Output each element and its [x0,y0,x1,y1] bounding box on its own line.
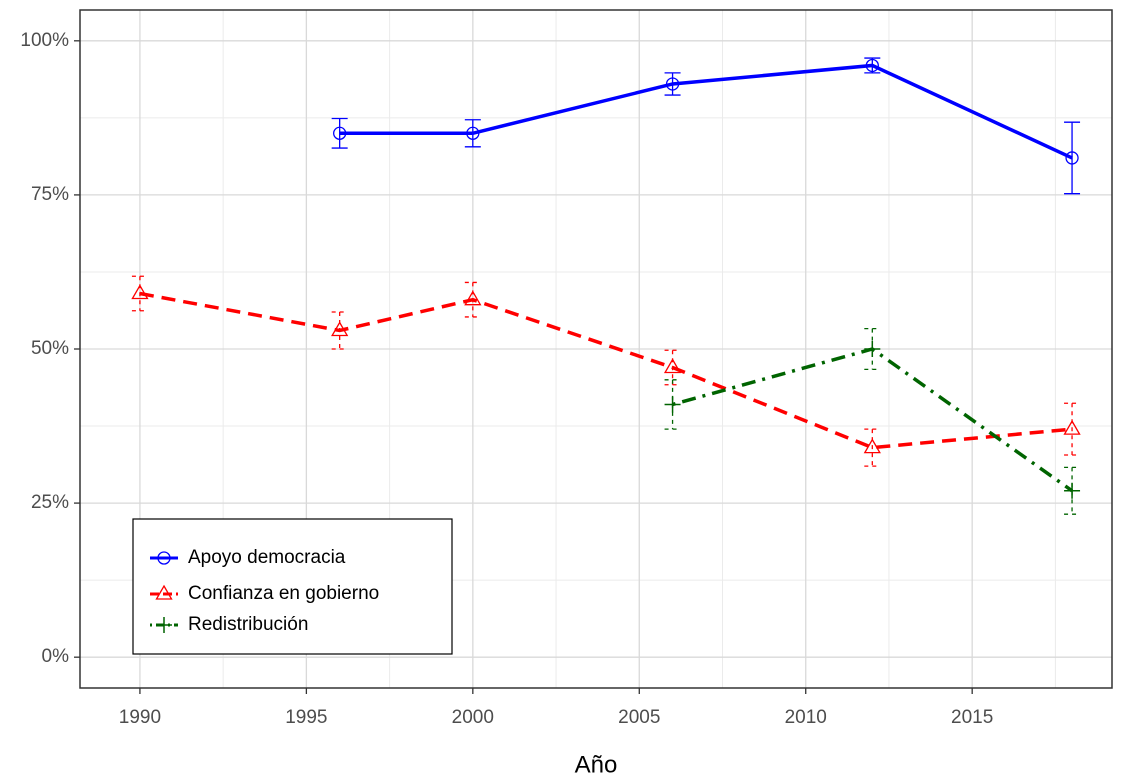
point [156,617,172,633]
y-tick-label: 100% [20,30,69,51]
point [665,77,680,91]
y-tick-label: 50% [31,338,69,359]
point [664,396,681,413]
point [865,58,879,73]
series [664,328,1081,515]
point [466,126,480,140]
legend-label: Apoyo democracia [188,547,346,568]
point [1065,151,1079,165]
legend-box [132,518,453,655]
x-tick-label: 1995 [285,707,327,728]
point [1063,419,1081,435]
legend: Apoyo democracia Confianza en gobierno Red… [132,518,453,655]
x-tick-label: 2000 [452,707,494,728]
error-bar [1064,402,1081,456]
x-axis-title: Año [575,751,618,778]
grid [80,10,1112,688]
y-tick-label: 0% [42,646,70,667]
point [863,438,881,454]
series-line [339,63,1073,160]
x-tick-label: 2005 [618,707,660,728]
x-tick-label: 2015 [951,707,993,728]
point [1064,482,1081,499]
point [331,321,349,337]
error-bar [864,428,881,467]
x-tick-label: 1990 [119,707,161,728]
series [331,57,1081,195]
point [157,551,171,565]
error-bar [864,328,881,370]
y-tick-label: 75% [31,184,69,205]
point [464,290,482,306]
error-bar [1064,466,1081,515]
point [864,341,881,357]
legend-label: Confianza en gobierno [188,583,379,604]
y-tick-label: 25% [31,492,69,513]
x-tick-label: 2010 [785,707,827,728]
marks [131,57,1081,515]
series [131,275,1081,467]
legend-label: Redistribución [188,614,308,635]
point [663,358,682,374]
point [333,126,347,140]
series-line [139,291,1073,450]
point [131,284,149,300]
point [155,584,173,600]
